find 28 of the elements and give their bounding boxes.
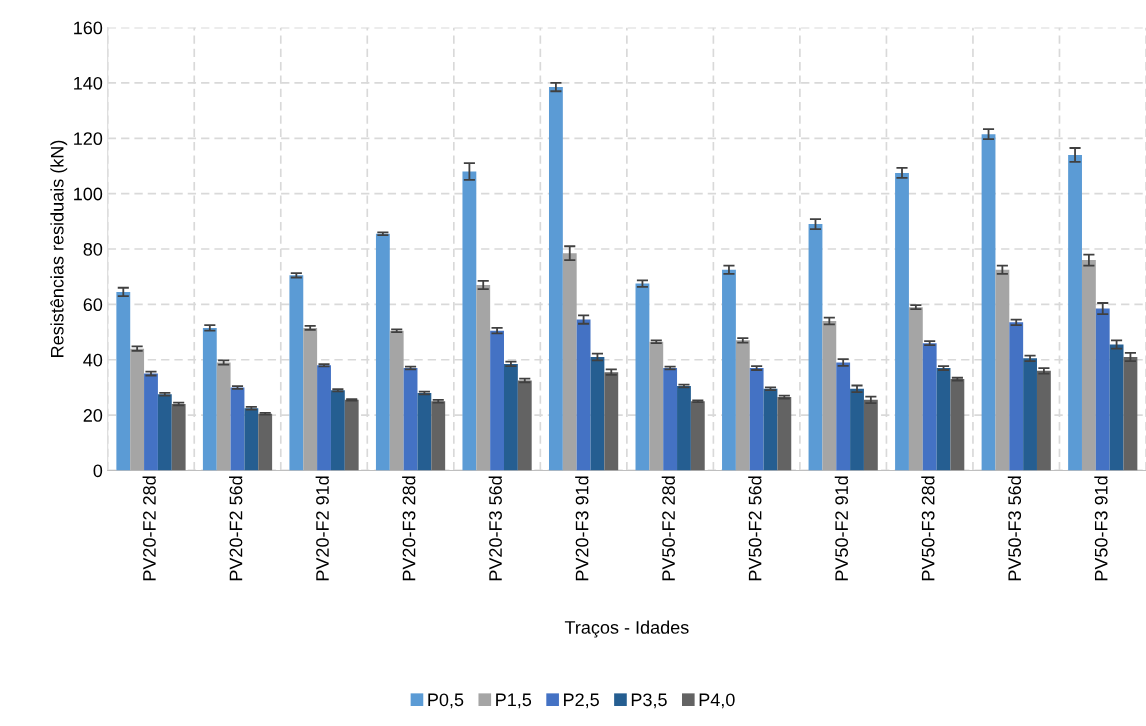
legend-label: P3,5: [631, 693, 667, 709]
y-tick-label: 100: [74, 187, 103, 201]
x-tick-label: PV20-F3 56d: [488, 476, 502, 581]
x-tick-label: PV20-F2 56d: [229, 476, 243, 581]
y-tick-label: 160: [74, 21, 103, 35]
y-axis-title: Resistências residuais (kN): [50, 140, 68, 357]
y-tick-label: 80: [83, 242, 103, 256]
y-tick-label: 20: [83, 409, 103, 422]
legend-label: P0,5: [428, 693, 464, 709]
x-tick-label: PV20-F3 91d: [575, 476, 589, 581]
legend-label: P4,0: [699, 693, 735, 709]
x-tick-label: PV50-F2 56d: [748, 476, 762, 581]
x-tick-label: PV50-F3 56d: [1007, 476, 1022, 581]
x-tick-label: PV20-F2 91d: [315, 476, 329, 581]
x-tick-label: PV50-F3 91d: [1094, 476, 1108, 581]
x-tick-label: PV20-F2 28d: [142, 476, 156, 581]
y-tick-label: 140: [74, 76, 103, 90]
x-tick-label: PV20-F3 28d: [402, 476, 416, 581]
x-axis-title: Traços - Idades: [564, 620, 689, 638]
x-tick-label: PV50-F3 28d: [921, 476, 935, 581]
y-tick-label: 60: [83, 298, 103, 312]
legend-label: P1,5: [496, 693, 532, 709]
y-tick-label: 40: [83, 353, 103, 367]
y-tick-label: 120: [74, 132, 103, 146]
x-tick-label: PV50-F2 91d: [834, 476, 849, 581]
x-tick-label: PV50-F2 28d: [661, 476, 675, 581]
y-tick-label: 0: [93, 464, 103, 478]
legend-label: P2,5: [564, 693, 599, 709]
